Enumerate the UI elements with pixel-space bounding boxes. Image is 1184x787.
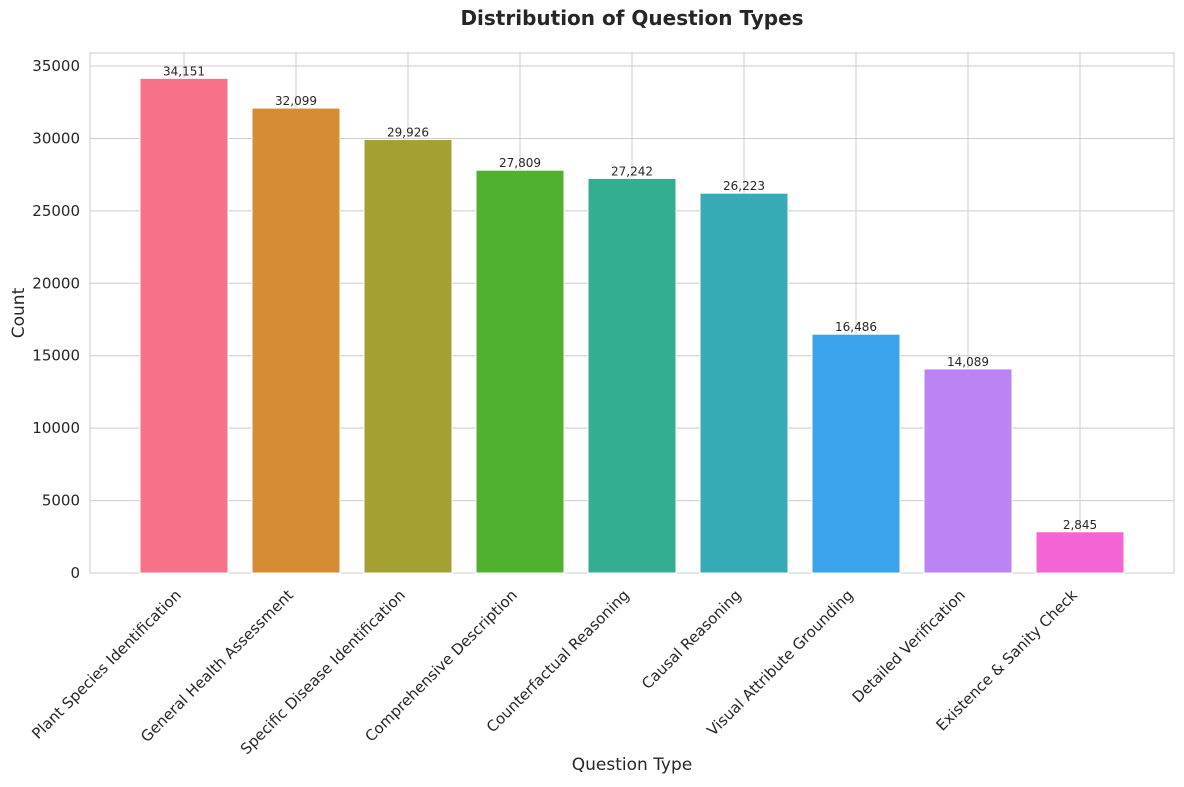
y-tick-label: 10000 bbox=[32, 419, 80, 437]
bar-value-label: 27,809 bbox=[499, 156, 541, 170]
bar bbox=[811, 333, 901, 574]
y-tick-label: 0 bbox=[70, 564, 80, 582]
y-tick-label: 15000 bbox=[32, 347, 80, 365]
bar bbox=[139, 77, 229, 574]
bar-value-label: 26,223 bbox=[723, 179, 765, 193]
bar-value-label: 34,151 bbox=[163, 64, 205, 78]
bar bbox=[251, 107, 341, 574]
bar bbox=[699, 192, 789, 574]
y-axis-ticks: 0 5000 10000 15000 20000 25000 30000 35000 bbox=[32, 57, 80, 582]
bar-value-label: 16,486 bbox=[835, 320, 877, 334]
bars bbox=[139, 77, 1125, 574]
bar bbox=[363, 139, 453, 574]
bar-value-label: 29,926 bbox=[387, 126, 429, 140]
y-tick-label: 35000 bbox=[32, 57, 80, 75]
x-axis-label: Question Type bbox=[572, 755, 693, 775]
y-tick-label: 20000 bbox=[32, 274, 80, 292]
bar bbox=[923, 368, 1013, 574]
bar bbox=[475, 169, 565, 574]
bar-value-label: 32,099 bbox=[275, 94, 317, 108]
y-tick-label: 30000 bbox=[32, 129, 80, 147]
bar bbox=[1035, 531, 1125, 574]
bar-value-label: 2,845 bbox=[1063, 518, 1097, 532]
bar bbox=[587, 177, 677, 574]
chart-title: Distribution of Question Types bbox=[460, 6, 803, 30]
bar-value-label: 14,089 bbox=[947, 355, 989, 369]
y-tick-label: 25000 bbox=[32, 202, 80, 220]
y-axis-label: Count bbox=[9, 287, 29, 338]
bar-value-label: 27,242 bbox=[611, 164, 653, 178]
data-labels: 34,151 32,099 29,926 27,809 27,242 26,223 16,4… bbox=[163, 64, 1097, 531]
y-tick-label: 5000 bbox=[42, 492, 80, 510]
